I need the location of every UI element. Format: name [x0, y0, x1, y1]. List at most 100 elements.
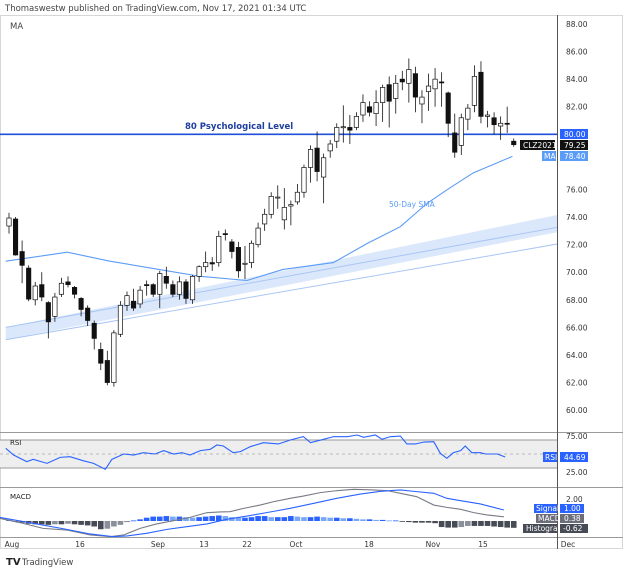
svg-text:RSI: RSI — [545, 453, 557, 462]
histogram-bar — [497, 521, 504, 528]
candle-body — [281, 207, 287, 221]
histogram-bar — [97, 521, 104, 530]
svg-text:MA: MA — [544, 152, 556, 161]
publish-info: Thomaswestw published on TradingView.com… — [4, 4, 306, 14]
candle-body — [183, 281, 189, 299]
candle — [117, 301, 123, 338]
histogram-bar — [458, 521, 465, 528]
sma-badge: MA 78.40 — [542, 151, 588, 161]
histogram-bar — [38, 521, 45, 525]
svg-text:78.40: 78.40 — [564, 152, 586, 161]
candle-body — [229, 241, 235, 252]
histogram-bar — [340, 518, 347, 521]
histogram-bar — [274, 517, 281, 521]
candle-body — [130, 300, 137, 309]
histogram-bar — [379, 519, 386, 521]
candle — [203, 251, 209, 273]
candle — [465, 103, 471, 131]
candle-body — [52, 296, 58, 317]
candle — [281, 188, 287, 230]
candle — [321, 153, 327, 204]
histogram-bar — [196, 517, 202, 521]
candle — [65, 276, 71, 288]
price-tick: 86.00 — [566, 48, 588, 57]
candle — [242, 246, 248, 280]
svg-text:TradingView: TradingView — [21, 558, 73, 568]
sma-50-line — [5, 155, 513, 282]
price-tick: 84.00 — [566, 75, 588, 84]
signal-badge: Signal 1.00 — [534, 504, 584, 513]
candle — [478, 61, 484, 124]
candle-body — [347, 127, 353, 131]
macd-tick-2: 2.00 — [566, 495, 583, 504]
candle-body — [360, 102, 366, 116]
price-tick: 64.00 — [566, 351, 588, 360]
histogram-bar — [301, 517, 307, 521]
candle-body — [6, 217, 12, 227]
svg-text:0.38: 0.38 — [564, 514, 581, 523]
candle — [255, 222, 261, 248]
price-axis-ticks[interactable]: 88.00 86.00 84.00 82.00 76.00 74.00 72.00 70.00… — [566, 20, 588, 415]
histogram-bar — [176, 516, 183, 521]
macd-title[interactable]: MACD — [10, 493, 31, 501]
candle-body — [163, 276, 169, 284]
candle-body — [471, 76, 477, 106]
candle-body — [58, 282, 64, 295]
histogram-bar — [170, 516, 176, 521]
candle-body — [32, 285, 38, 301]
histogram-bar — [91, 521, 98, 527]
candle-body — [484, 114, 491, 117]
candle-body — [445, 92, 451, 124]
candle — [471, 65, 477, 113]
candle — [268, 192, 274, 219]
histogram-bar — [130, 520, 137, 522]
price-tick: 76.00 — [566, 185, 588, 194]
candle — [32, 281, 38, 306]
candle — [393, 75, 399, 114]
histogram-bar — [320, 517, 327, 521]
histogram-bar — [373, 519, 379, 521]
candle-body — [327, 143, 333, 152]
price-tick: 62.00 — [566, 379, 588, 388]
histogram-bar — [392, 520, 399, 522]
candle — [399, 70, 405, 91]
candle — [275, 185, 281, 209]
candle-body — [366, 106, 373, 113]
rsi-title[interactable]: RSI — [10, 439, 21, 447]
price-tick: 66.00 — [566, 323, 588, 332]
macd-badge: MACD 0.38 — [536, 514, 584, 523]
candle — [157, 270, 163, 309]
candle — [170, 280, 176, 298]
tradingview-logo[interactable]: TV TradingView — [6, 557, 73, 568]
candle-body — [301, 167, 307, 193]
channel-lower-line[interactable] — [5, 232, 624, 341]
price-tick: 74.00 — [566, 213, 588, 222]
candle-body — [373, 102, 379, 114]
price-tick: 82.00 — [566, 103, 588, 112]
histogram-bar — [451, 521, 458, 528]
histogram-bar — [432, 521, 438, 524]
indicator-legend-ma[interactable]: MA — [10, 22, 23, 32]
candle-body — [511, 140, 517, 146]
histogram-bar — [412, 521, 419, 523]
candle-body — [19, 251, 25, 266]
candle — [209, 257, 215, 271]
candle — [58, 277, 64, 298]
histogram-bar — [399, 521, 406, 522]
channel-upper-line[interactable] — [5, 215, 624, 328]
candle-body — [157, 273, 163, 295]
candle-body — [144, 284, 150, 286]
candle — [373, 90, 379, 127]
histogram-bar — [78, 521, 84, 525]
time-axis-ticks[interactable]: Aug 16 Sep 13 22 Oct 18 Nov 15 Dec — [5, 540, 576, 549]
candle — [183, 279, 189, 304]
level-80-label: 80 Psychological Level — [185, 122, 293, 132]
histogram-bar — [465, 521, 471, 526]
candle — [334, 123, 340, 149]
histogram-bar — [471, 521, 478, 526]
svg-text:79.25: 79.25 — [564, 141, 586, 150]
price-tick: 68.00 — [566, 296, 588, 305]
candle-body — [393, 82, 399, 99]
candle — [235, 241, 241, 278]
